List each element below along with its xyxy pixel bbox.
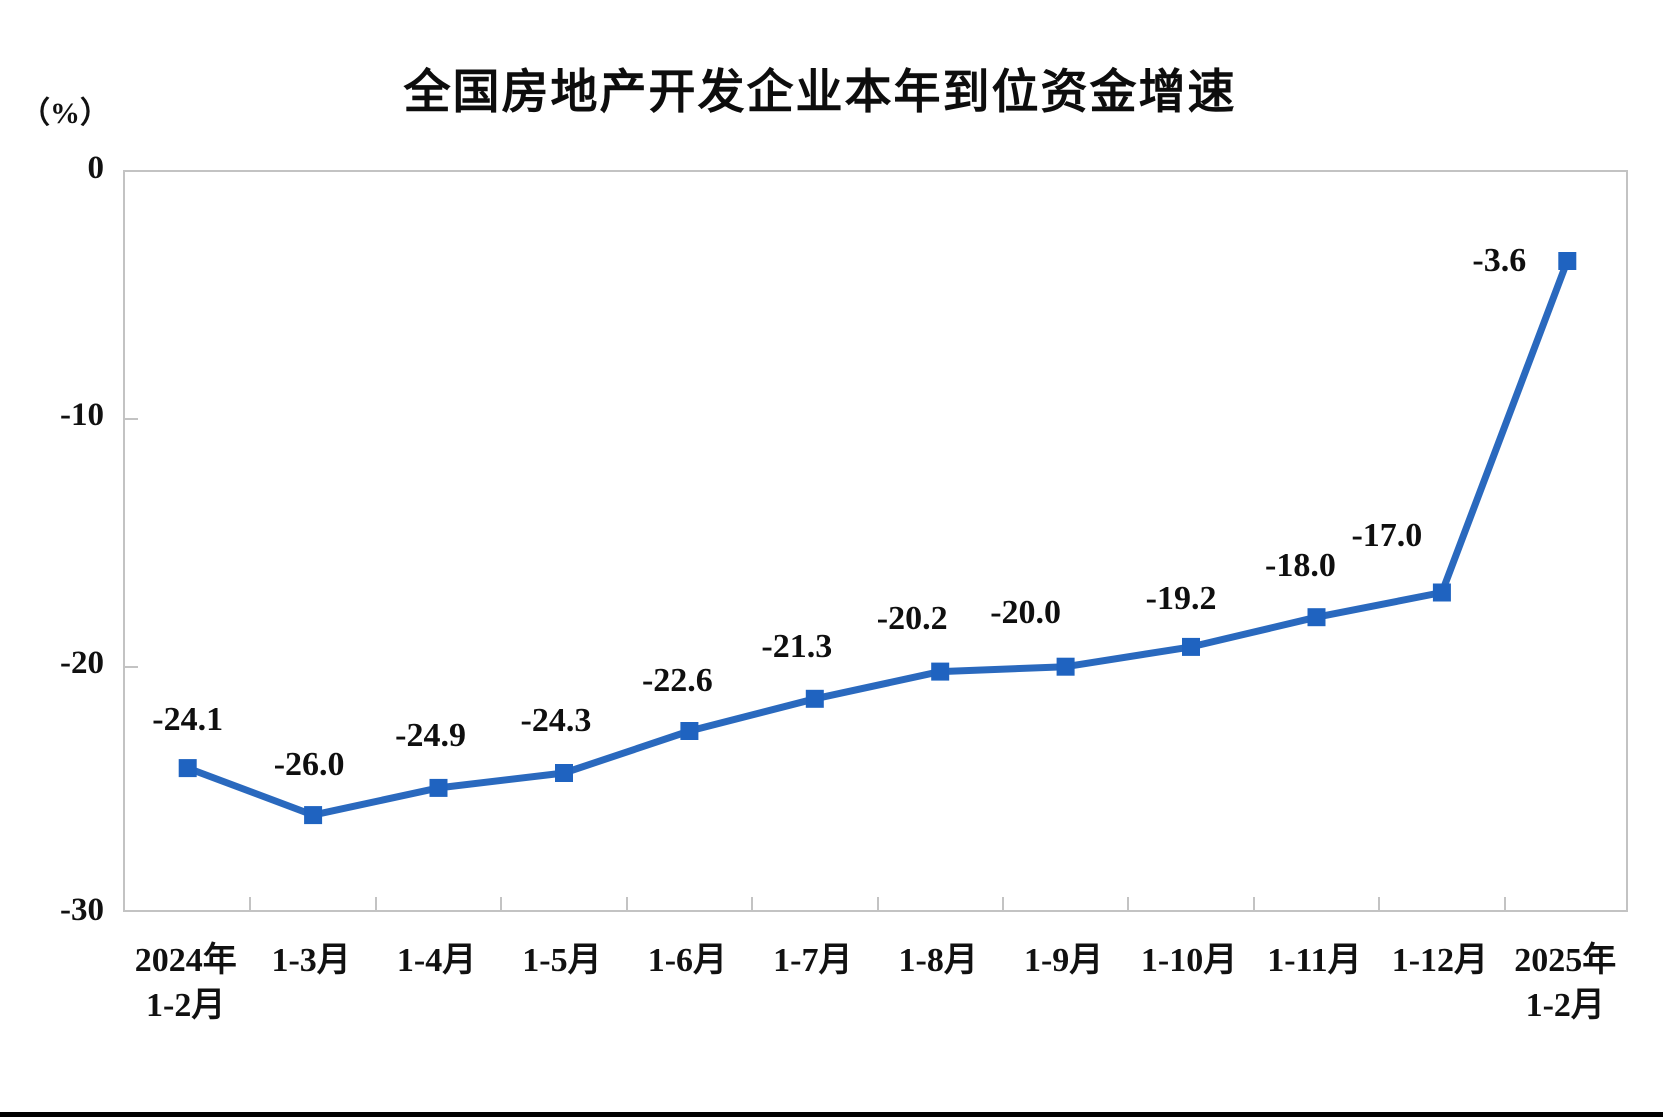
x-tick-label: 1-12月 — [1391, 942, 1489, 979]
data-point-marker — [178, 759, 197, 778]
x-tick-label: 1-10月 — [1140, 942, 1238, 979]
data-point-label: -20.0 — [990, 593, 1062, 631]
data-point-marker — [1056, 657, 1075, 676]
y-tick-label: -10 — [60, 397, 104, 434]
x-tick-label: 1-8月 — [898, 942, 978, 979]
data-point-label: -17.0 — [1351, 517, 1423, 555]
data-point-label: -21.3 — [761, 627, 833, 665]
y-tick-label: 0 — [87, 150, 105, 187]
x-axis-tick — [500, 897, 503, 910]
x-axis-tick — [1503, 897, 1506, 910]
x-tick-label: 1-7月 — [773, 942, 853, 979]
chart-title: 全国房地产开发企业本年到位资金增速 — [403, 65, 1237, 119]
x-tick-label: 2024年 1-2月 — [134, 942, 237, 1024]
data-point-marker — [1432, 583, 1451, 602]
x-axis-tick — [1127, 897, 1130, 910]
y-tick-label: -20 — [60, 644, 104, 681]
y-axis-tick — [125, 418, 138, 421]
y-tick-label: -30 — [60, 892, 104, 929]
x-axis-tick — [625, 897, 628, 910]
x-tick-label: 1-9月 — [1023, 942, 1104, 979]
data-point-marker — [931, 662, 950, 681]
data-point-label: -24.9 — [395, 716, 466, 754]
data-point-marker — [1558, 252, 1577, 270]
data-point-label: -18.0 — [1265, 547, 1336, 585]
data-point-marker — [805, 689, 824, 708]
bottom-divider-line — [0, 1112, 1663, 1117]
data-point-label: -24.1 — [152, 701, 224, 739]
data-point-label: -24.3 — [520, 702, 592, 740]
data-point-marker — [1182, 637, 1200, 656]
x-axis-tick — [249, 897, 252, 910]
data-point-label: -26.0 — [273, 746, 345, 784]
x-tick-label: 1-5月 — [522, 942, 602, 979]
data-point-marker — [304, 806, 323, 825]
y-axis-unit-label: （%） — [20, 97, 110, 130]
x-axis-tick — [876, 897, 879, 910]
plot-area: -24.1 -26.0 -24.9 -24.3 -22.6 -21.3 -20.2 -20.0… — [123, 170, 1628, 912]
x-axis-tick — [374, 897, 377, 910]
x-axis-tick — [1378, 897, 1381, 910]
x-tick-label: 1-11月 — [1267, 942, 1362, 979]
data-point-label: -19.2 — [1145, 579, 1217, 617]
data-point-marker — [680, 722, 699, 740]
x-axis-tick — [1252, 897, 1255, 910]
x-tick-label: 1-4月 — [396, 942, 477, 979]
x-axis-tick — [1001, 897, 1004, 910]
line-chart-svg — [178, 252, 1577, 825]
data-point-label: -20.2 — [876, 599, 948, 637]
data-point-label: -22.6 — [641, 661, 713, 699]
data-point-marker — [555, 764, 573, 782]
data-point-label: -3.6 — [1472, 242, 1527, 280]
x-axis-tick — [751, 897, 754, 910]
y-axis-tick — [125, 665, 138, 668]
data-point-marker — [429, 778, 448, 797]
x-tick-label: 1-6月 — [647, 942, 728, 979]
data-point-marker — [1307, 608, 1326, 627]
x-tick-label: 1-3月 — [271, 942, 351, 979]
trend-line — [184, 257, 1571, 819]
x-tick-label: 2025年 1-2月 — [1514, 942, 1617, 1024]
